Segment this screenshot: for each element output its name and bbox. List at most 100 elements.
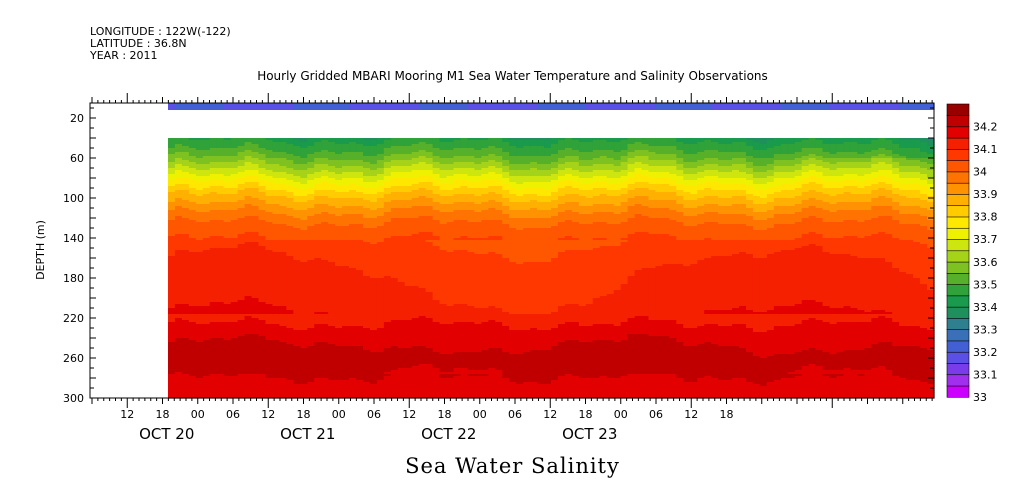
field-cell (279, 192, 287, 195)
field-cell (279, 364, 287, 367)
field-cell (244, 372, 253, 375)
field-cell (300, 166, 308, 169)
field-cell (188, 156, 197, 159)
field-cell (279, 290, 287, 293)
field-cell (237, 202, 246, 205)
field-cell (188, 334, 197, 337)
field-cell (286, 388, 294, 391)
field-cell (286, 282, 294, 285)
field-cell (195, 103, 204, 110)
field-cell (209, 226, 218, 229)
field-cell (181, 258, 190, 261)
field-cell (258, 234, 267, 237)
field-cell (244, 220, 253, 223)
field-cell (168, 248, 176, 251)
field-cell (272, 222, 281, 225)
field-cell (174, 298, 183, 301)
field-cell (244, 192, 253, 195)
field-cell (195, 370, 204, 373)
field-cell (202, 208, 211, 211)
field-cell (181, 230, 190, 233)
field-cell (251, 294, 260, 297)
field-cell (195, 250, 204, 253)
field-cell (244, 230, 253, 233)
field-cell (202, 194, 211, 197)
field-cell (300, 160, 308, 163)
field-cell (258, 330, 267, 333)
field-cell (244, 198, 253, 201)
field-cell (202, 274, 211, 277)
field-cell (272, 372, 281, 375)
field-cell (188, 278, 197, 281)
field-cell (286, 244, 294, 247)
field-cell (216, 146, 225, 149)
field-cell (258, 326, 267, 329)
field-cell (244, 338, 253, 341)
field-cell (209, 246, 218, 249)
field-cell (209, 204, 218, 207)
field-cell (195, 278, 204, 281)
field-cell (251, 164, 260, 167)
field-cell (279, 316, 287, 319)
field-cell (307, 276, 315, 279)
field-cell (230, 236, 239, 239)
field-cell (195, 266, 204, 269)
field-cell (216, 152, 225, 155)
field-cell (209, 322, 218, 325)
field-cell (244, 178, 253, 181)
field-cell (251, 390, 260, 393)
field-cell (293, 308, 301, 311)
field-cell (174, 142, 183, 145)
field-cell (188, 394, 197, 397)
field-cell (188, 344, 197, 347)
field-cell (258, 300, 267, 303)
field-cell (293, 278, 301, 281)
field-cell (223, 314, 232, 317)
field-cell (244, 250, 253, 253)
field-cell (251, 142, 260, 145)
field-cell (202, 284, 211, 287)
field-cell (223, 202, 232, 205)
field-cell (195, 252, 204, 255)
field-cell (202, 308, 211, 311)
field-cell (174, 148, 183, 151)
field-cell (272, 230, 281, 233)
field-cell (209, 194, 218, 197)
field-cell (174, 146, 183, 149)
field-cell (237, 322, 246, 325)
field-cell (195, 384, 204, 387)
field-cell (216, 256, 225, 259)
field-cell (307, 212, 315, 215)
field-cell (272, 158, 281, 161)
field-cell (209, 182, 218, 185)
field-cell (258, 226, 267, 229)
field-cell (279, 278, 287, 281)
field-cell (293, 256, 301, 259)
field-cell (223, 180, 232, 183)
field-cell (195, 392, 204, 395)
field-cell (188, 272, 197, 275)
field-cell (258, 278, 267, 281)
field-cell (244, 272, 253, 275)
field-cell (237, 366, 246, 369)
field-cell (272, 154, 281, 157)
field-cell (209, 142, 218, 145)
field-cell (223, 140, 232, 143)
field-cell (209, 174, 218, 177)
field-cell (202, 340, 211, 343)
field-cell (251, 338, 260, 341)
field-cell (230, 184, 239, 187)
field-cell (188, 346, 197, 349)
field-cell (195, 288, 204, 291)
field-cell (223, 246, 232, 249)
field-cell (265, 198, 274, 201)
field-cell (244, 308, 253, 311)
field-cell (251, 166, 260, 169)
field-cell (168, 188, 176, 191)
field-cell (216, 376, 225, 379)
field-cell (300, 214, 308, 217)
field-cell (168, 154, 176, 157)
field-cell (168, 282, 176, 285)
field-cell (244, 380, 253, 383)
field-cell (244, 206, 253, 209)
